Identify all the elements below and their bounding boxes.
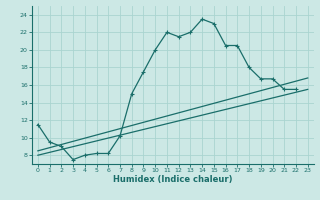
X-axis label: Humidex (Indice chaleur): Humidex (Indice chaleur) — [113, 175, 233, 184]
